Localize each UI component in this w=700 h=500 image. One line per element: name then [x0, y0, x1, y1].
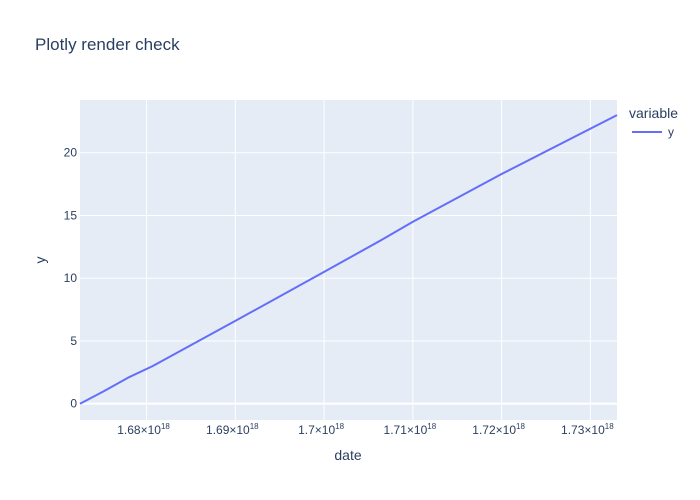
y-tick-label: 15 — [64, 208, 78, 222]
y-tick-label: 10 — [64, 271, 78, 285]
x-tick-label: 1.73×1018 — [561, 422, 614, 437]
legend-title: variable — [629, 105, 678, 121]
x-tick-label: 1.69×1018 — [206, 422, 259, 437]
chart-title: Plotly render check — [35, 35, 180, 54]
legend[interactable]: variable y — [629, 105, 678, 139]
y-tick-label: 0 — [70, 397, 77, 411]
x-axis-ticks: 1.68×1018 1.69×1018 1.7×1018 1.71×1018 1.72×… — [117, 422, 614, 437]
y-tick-label: 5 — [70, 334, 77, 348]
x-tick-label: 1.71×1018 — [384, 422, 437, 437]
plot-area[interactable] — [80, 100, 617, 420]
x-tick-label: 1.72×1018 — [472, 422, 525, 437]
x-gridlines — [146, 100, 591, 420]
series-line-y[interactable] — [79, 114, 618, 405]
x-axis-title: date — [334, 447, 361, 463]
series-layer — [79, 114, 618, 405]
y-axis-ticks: 0 5 10 15 20 — [64, 146, 78, 411]
legend-label-y[interactable]: y — [668, 125, 674, 139]
y-gridlines — [80, 152, 617, 405]
y-tick-label: 20 — [64, 146, 78, 160]
x-tick-label: 1.68×1018 — [117, 422, 170, 437]
x-tick-label: 1.7×1018 — [298, 422, 344, 437]
y-axis-title: y — [32, 257, 48, 264]
